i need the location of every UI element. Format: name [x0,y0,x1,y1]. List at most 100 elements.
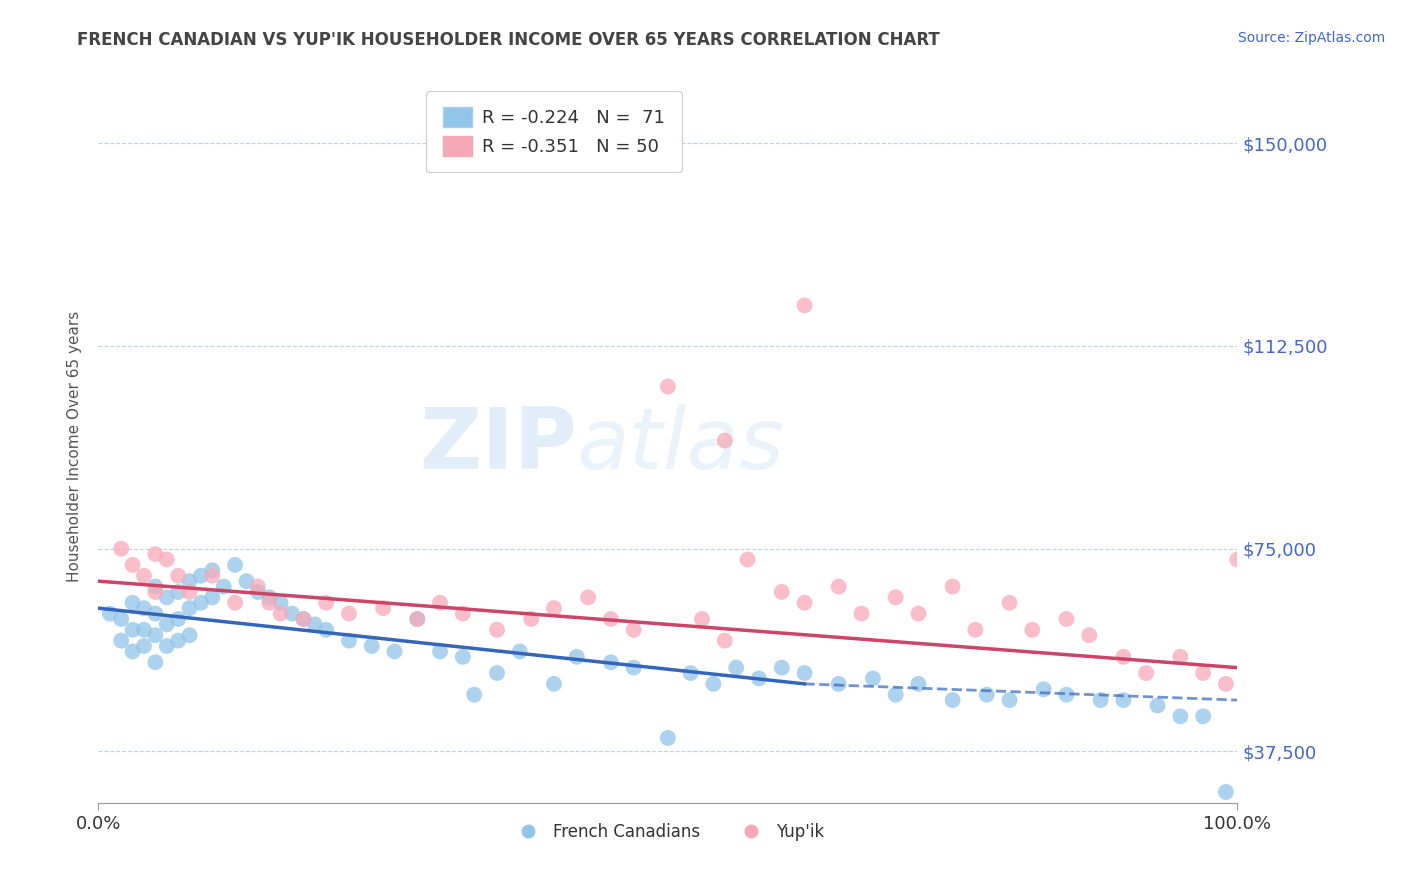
Point [828,580,851,594]
Point [246,580,269,594]
Point [132,639,155,653]
Point [179,601,201,615]
Y-axis label: Householder Income Over 65 years: Householder Income Over 65 years [67,310,83,582]
Point [657,379,679,393]
Point [384,644,406,658]
Point [714,434,737,448]
Point [1112,649,1135,664]
Text: ZIP: ZIP [419,404,576,488]
Point [748,672,770,686]
Point [623,623,645,637]
Point [212,580,235,594]
Point [1032,682,1054,697]
Point [623,660,645,674]
Point [315,596,337,610]
Point [145,655,167,669]
Point [406,612,429,626]
Text: Source: ZipAtlas.com: Source: ZipAtlas.com [1237,31,1385,45]
Point [828,677,851,691]
Point [179,585,201,599]
Point [110,612,132,626]
Point [156,552,179,566]
Point [884,688,907,702]
Point [1078,628,1101,642]
Point [770,660,793,674]
Point [1215,677,1237,691]
Point [167,633,190,648]
Point [1090,693,1112,707]
Point [145,628,167,642]
Point [259,591,281,605]
Point [292,612,315,626]
Point [907,677,929,691]
Point [862,672,884,686]
Point [1226,552,1249,566]
Point [429,644,451,658]
Point [201,563,224,577]
Point [121,623,143,637]
Point [851,607,873,621]
Point [770,585,793,599]
Point [145,580,167,594]
Point [337,633,360,648]
Point [132,601,155,615]
Point [1192,709,1215,723]
Point [224,596,246,610]
Point [429,596,451,610]
Point [1170,709,1192,723]
Point [509,644,531,658]
Point [1170,649,1192,664]
Point [657,731,679,745]
Point [690,612,713,626]
Point [600,655,623,669]
Point [179,574,201,589]
Point [600,612,623,626]
Point [451,607,474,621]
Point [520,612,543,626]
Point [907,607,929,621]
Point [270,596,292,610]
Point [702,677,724,691]
Point [1135,666,1157,681]
Point [145,585,167,599]
Point [121,596,143,610]
Point [190,568,212,582]
Point [121,558,143,572]
Point [1112,693,1135,707]
Point [451,649,474,664]
Point [793,298,815,312]
Point [167,568,190,582]
Point [1056,688,1078,702]
Point [486,623,509,637]
Point [998,596,1021,610]
Point [235,574,257,589]
Point [110,633,132,648]
Point [1215,785,1237,799]
Point [998,693,1021,707]
Point [292,612,315,626]
Point [304,617,326,632]
Point [201,568,224,582]
Point [246,585,269,599]
Point [190,596,212,610]
Point [737,552,759,566]
Point [179,628,201,642]
Point [167,585,190,599]
Point [98,607,121,621]
Point [132,623,155,637]
Text: atlas: atlas [576,404,785,488]
Point [315,623,337,637]
Point [576,591,599,605]
Point [121,644,143,658]
Point [679,666,702,681]
Point [371,601,394,615]
Point [201,591,224,605]
Point [156,591,179,605]
Point [259,596,281,610]
Point [110,541,132,556]
Point [1192,666,1215,681]
Point [463,688,485,702]
Point [565,649,588,664]
Point [543,601,565,615]
Point [156,617,179,632]
